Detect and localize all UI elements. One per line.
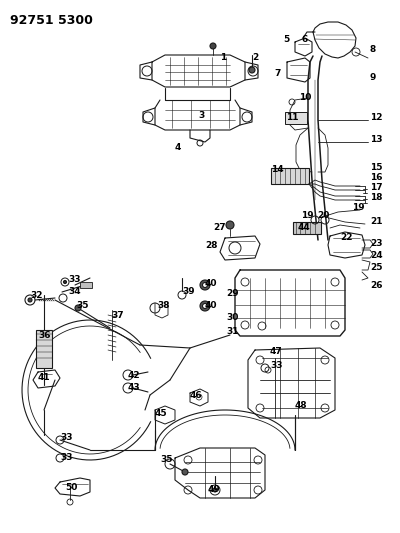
Text: 3: 3 <box>198 110 204 119</box>
Text: 45: 45 <box>155 408 168 417</box>
Text: 42: 42 <box>128 370 141 379</box>
Text: 47: 47 <box>270 348 283 357</box>
Circle shape <box>202 303 208 309</box>
Text: 1: 1 <box>220 53 226 62</box>
Text: 39: 39 <box>182 287 195 296</box>
Text: 46: 46 <box>190 391 203 400</box>
Text: 33: 33 <box>270 360 282 369</box>
Text: 11: 11 <box>286 114 298 123</box>
Text: 16: 16 <box>370 174 382 182</box>
Text: 20: 20 <box>317 212 329 221</box>
Text: 40: 40 <box>205 301 218 310</box>
Text: 10: 10 <box>299 93 311 102</box>
Text: 32: 32 <box>30 290 42 300</box>
Circle shape <box>200 280 210 290</box>
Text: 19: 19 <box>301 212 314 221</box>
Text: 50: 50 <box>65 482 77 491</box>
Text: 6: 6 <box>302 36 308 44</box>
Circle shape <box>213 488 217 492</box>
Text: 17: 17 <box>370 183 383 192</box>
Text: 13: 13 <box>370 135 382 144</box>
Circle shape <box>226 221 234 229</box>
Text: 18: 18 <box>370 193 382 203</box>
Bar <box>285 112 307 124</box>
Text: 25: 25 <box>370 262 382 271</box>
Text: 27: 27 <box>213 222 226 231</box>
Text: 40: 40 <box>205 279 218 287</box>
Text: 31: 31 <box>226 327 238 336</box>
Circle shape <box>210 43 216 49</box>
Text: 33: 33 <box>68 274 80 284</box>
Text: 4: 4 <box>175 143 181 152</box>
Text: 21: 21 <box>370 217 382 227</box>
Text: 26: 26 <box>370 280 382 289</box>
Text: 48: 48 <box>295 400 308 409</box>
Text: 41: 41 <box>38 374 51 383</box>
Bar <box>36 330 52 368</box>
Text: 5: 5 <box>283 36 289 44</box>
Text: 2: 2 <box>252 53 258 62</box>
Text: 37: 37 <box>111 311 124 319</box>
Text: 28: 28 <box>205 241 218 251</box>
Bar <box>80 282 92 288</box>
Circle shape <box>64 280 66 284</box>
Text: 44: 44 <box>298 222 311 231</box>
Text: 43: 43 <box>128 384 141 392</box>
Text: 36: 36 <box>38 330 50 340</box>
Text: 38: 38 <box>157 301 170 310</box>
Bar <box>271 168 309 184</box>
Text: 22: 22 <box>340 233 352 243</box>
Text: 35: 35 <box>76 301 88 310</box>
Text: 14: 14 <box>271 166 284 174</box>
Circle shape <box>202 282 208 287</box>
Circle shape <box>249 67 255 73</box>
Circle shape <box>28 298 32 302</box>
Text: 33: 33 <box>60 453 72 462</box>
Text: 7: 7 <box>274 69 280 77</box>
Text: 92751 5300: 92751 5300 <box>10 14 93 27</box>
Text: 8: 8 <box>370 45 376 54</box>
Text: 49: 49 <box>208 486 221 495</box>
Text: 24: 24 <box>370 251 383 260</box>
Circle shape <box>75 305 81 311</box>
Text: 15: 15 <box>370 164 382 173</box>
Text: 34: 34 <box>68 287 81 296</box>
Text: 35: 35 <box>160 456 172 464</box>
Text: 33: 33 <box>60 432 72 441</box>
Text: 23: 23 <box>370 238 382 247</box>
Text: 19: 19 <box>352 204 365 213</box>
Circle shape <box>182 469 188 475</box>
Text: 12: 12 <box>370 114 382 123</box>
Text: 29: 29 <box>226 289 239 298</box>
Text: 9: 9 <box>370 74 376 83</box>
Bar <box>293 222 321 234</box>
Circle shape <box>200 301 210 311</box>
Text: 30: 30 <box>226 312 238 321</box>
